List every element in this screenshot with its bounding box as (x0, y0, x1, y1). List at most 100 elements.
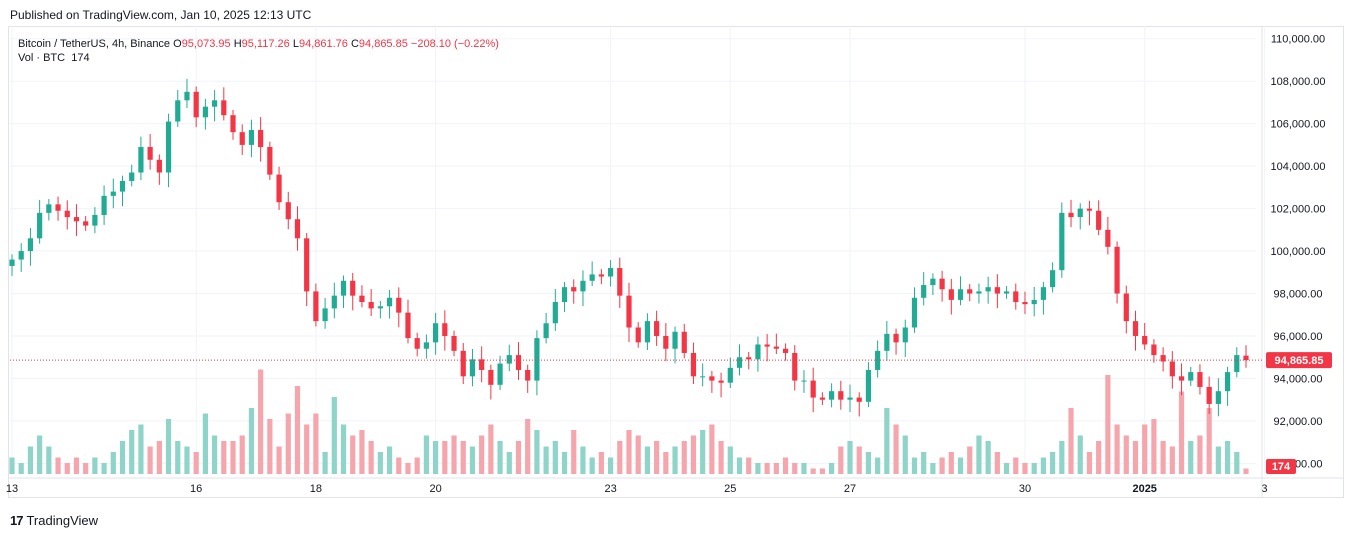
volume-bar (700, 430, 706, 474)
candle-body (1096, 210, 1102, 230)
volume-bar (1188, 441, 1194, 474)
volume-bar (727, 446, 733, 474)
volume-bar (552, 441, 558, 474)
volume-bar (819, 468, 825, 474)
candle-body (83, 221, 89, 226)
volume-bar (654, 441, 660, 474)
volume-bar (663, 452, 669, 474)
x-tick-label: 30 (1019, 483, 1031, 495)
volume-value: 174 (71, 52, 90, 64)
volume-bar (902, 435, 908, 474)
last-price-label: 94,865.85 (1275, 355, 1324, 367)
candle-body (1132, 321, 1139, 336)
volume-bar (1160, 441, 1166, 474)
candle-body (626, 295, 632, 328)
volume-bar (451, 435, 457, 474)
candle-body (101, 195, 107, 215)
candle-body (607, 268, 614, 277)
legend-open-label: O (173, 38, 182, 50)
volume-bar (479, 435, 485, 474)
volume-bar (414, 457, 420, 474)
candle-body (838, 391, 844, 400)
volume-bar (9, 457, 15, 474)
volume-label[interactable]: Vol · BTC (18, 52, 66, 64)
volume-bar (83, 463, 89, 474)
candle-body (1151, 344, 1157, 356)
volume-bar (1077, 435, 1083, 474)
y-tick-label: 102,000.00 (1270, 204, 1325, 216)
volume-bar (617, 441, 623, 474)
volume-bar (396, 457, 402, 474)
candle-body (644, 321, 651, 343)
volume-bar (515, 441, 522, 474)
volume-bar (129, 430, 135, 474)
volume-bar (571, 430, 577, 474)
volume-bar (267, 419, 273, 474)
volume-bar (801, 463, 807, 474)
candle-body (73, 217, 80, 222)
candle-body (828, 391, 835, 400)
candle-body (1224, 372, 1231, 392)
y-tick-label: 100,000.00 (1270, 246, 1325, 258)
candle-body (746, 357, 752, 360)
footer-brand[interactable]: 17 TradingView (10, 513, 98, 528)
candle-body (433, 323, 439, 343)
candle-body (258, 130, 264, 148)
volume-bar (921, 452, 927, 474)
candle-body (1169, 361, 1175, 377)
volume-bar (285, 413, 291, 474)
volume-bar (27, 446, 34, 474)
candle-body (994, 287, 1000, 294)
candle-body (1215, 391, 1221, 404)
candle-body (1068, 212, 1074, 218)
y-tick-label: 92,000.00 (1274, 416, 1323, 428)
candle-body (37, 212, 43, 239)
candle-body (359, 295, 365, 303)
x-tick-label: 27 (844, 483, 856, 495)
candle-body (635, 327, 641, 343)
volume-bar (350, 435, 356, 474)
candle-body (782, 348, 789, 353)
footer-brand-text: TradingView (26, 513, 99, 528)
legend-close-label: C (350, 38, 359, 50)
candle-body (700, 376, 706, 378)
volume-bar (847, 441, 853, 474)
volume-bar (55, 457, 61, 474)
volume-bar (1086, 452, 1093, 474)
candle-body (267, 147, 273, 175)
candle-body (1059, 212, 1065, 271)
candle-body (340, 280, 347, 296)
volume-bar (1178, 391, 1185, 474)
volume-bar (893, 424, 899, 474)
volume-bar (64, 463, 70, 474)
volume-bar (607, 457, 614, 474)
candle-body (847, 397, 853, 400)
volume-bar (442, 441, 448, 474)
volume-bar (469, 446, 476, 474)
chart-frame[interactable] (8, 26, 1344, 498)
candle-body (313, 291, 319, 322)
volume-bar (589, 457, 595, 474)
volume-bar (359, 430, 365, 474)
volume-bar (497, 441, 503, 474)
candle-body (1142, 335, 1148, 345)
candle-body (156, 159, 162, 173)
volume-bar (1114, 424, 1120, 474)
volume-bar (1169, 446, 1175, 474)
volume-bar (884, 408, 890, 474)
candle-body (598, 274, 604, 277)
y-tick-label: 108,000.00 (1270, 76, 1325, 88)
volume-bar (368, 441, 374, 474)
candle-body (773, 346, 779, 349)
volume-bar (211, 435, 218, 474)
candle-body (525, 369, 531, 381)
legend-symbol[interactable]: Bitcoin / TetherUS, 4h, Binance (18, 38, 171, 50)
volume-bar (175, 441, 181, 474)
candle-body (331, 295, 337, 309)
candle-body (506, 355, 512, 364)
candle-body (9, 259, 15, 266)
candle-body (939, 278, 945, 290)
candle-body (1086, 208, 1093, 211)
candle-body (497, 363, 503, 385)
